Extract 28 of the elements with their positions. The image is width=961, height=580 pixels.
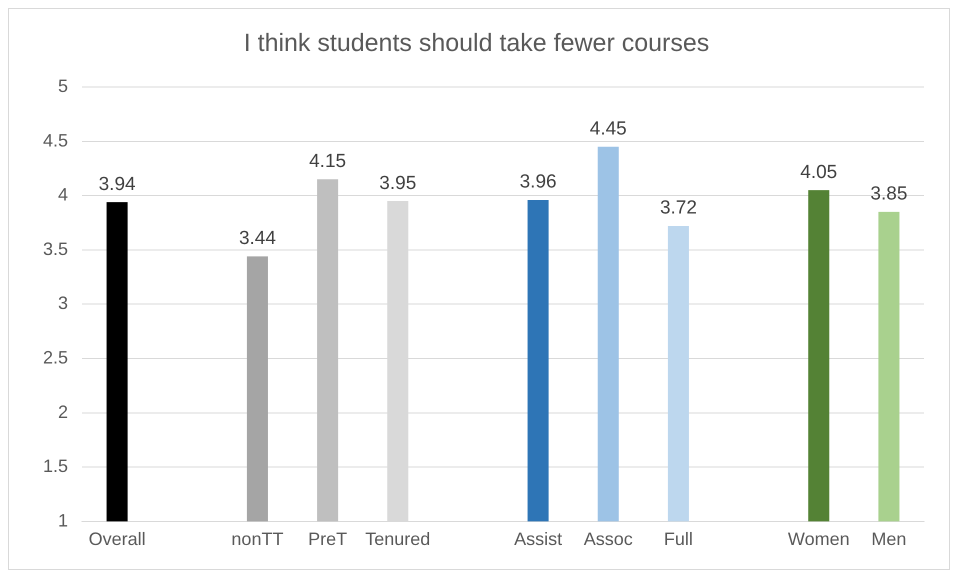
y-tick-label: 2	[58, 402, 68, 422]
x-tick-label: Assist	[514, 529, 562, 550]
y-tick-label: 3.5	[42, 238, 68, 259]
y-tick-label: 5	[58, 76, 68, 96]
data-label: 4.05	[800, 162, 838, 183]
data-label: 3.94	[98, 174, 136, 195]
data-label: 4.45	[590, 118, 627, 140]
data-label: 3.85	[870, 184, 908, 205]
x-tick-label: PreT	[308, 529, 348, 550]
y-tick-label: 2.5	[42, 347, 68, 368]
data-label: 3.44	[238, 228, 276, 250]
data-label: 3.95	[379, 172, 416, 194]
y-tick-label: 1	[58, 510, 68, 530]
data-label: 3.96	[520, 172, 557, 193]
data-label: 4.15	[309, 151, 346, 172]
x-tick-label: Overall	[88, 529, 146, 550]
x-tick-label: Women	[788, 529, 850, 550]
x-tick-label: Men	[871, 529, 906, 550]
y-tick-label: 4.5	[42, 130, 68, 150]
y-tick-label: 1.5	[42, 456, 68, 476]
x-tick-label: nonTT	[231, 529, 284, 550]
x-tick-label: Tenured	[365, 529, 430, 550]
y-tick-label: 4	[58, 184, 68, 205]
x-tick-label: Full	[664, 529, 693, 550]
x-tick-label: Assoc	[584, 529, 633, 550]
data-label: 3.72	[660, 198, 697, 219]
chart-title: I think students should take fewer courses	[244, 28, 710, 57]
y-tick-label: 3	[58, 293, 68, 314]
